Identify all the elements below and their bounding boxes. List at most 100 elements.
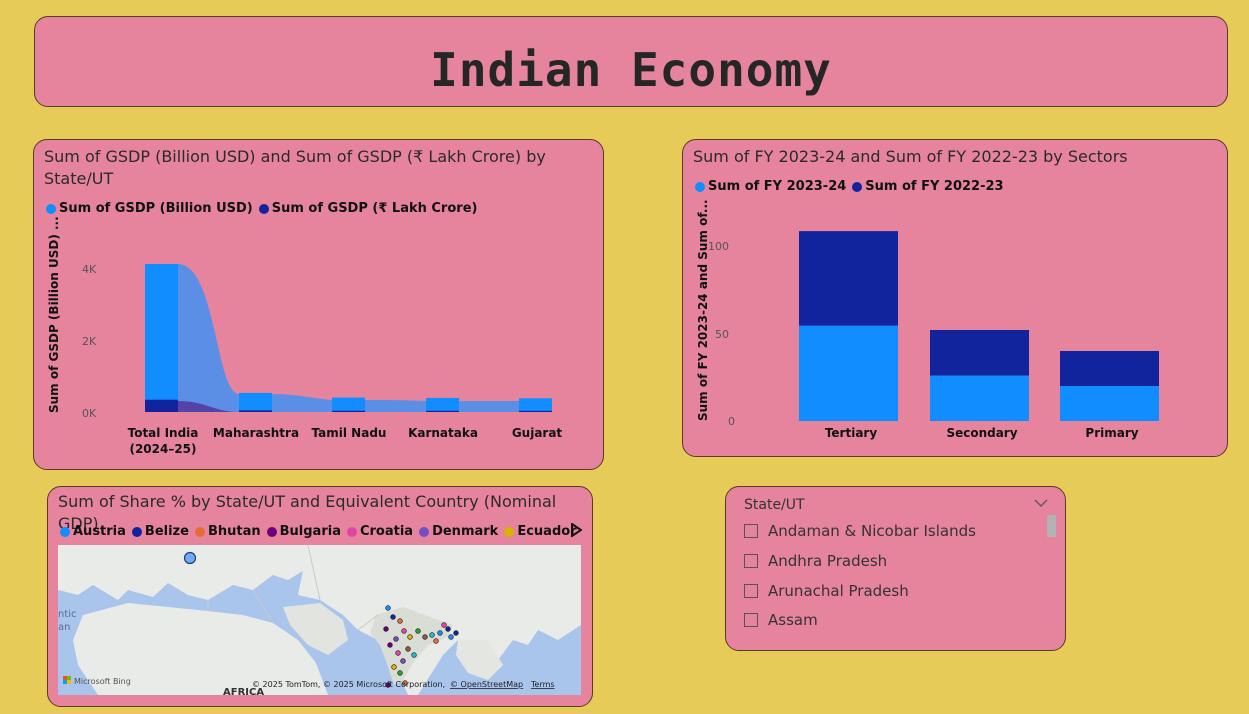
slicer-item[interactable]: Andaman & Nicobar Islands (744, 522, 976, 540)
bing-logo-icon (67, 676, 71, 680)
legend-item-fy2324[interactable]: Sum of FY 2023-24 (695, 179, 846, 194)
legend-item-bhutan[interactable]: Bhutan (194, 524, 261, 539)
legend-item-gsdp-usd[interactable]: Sum of GSDP (Billion USD) (46, 201, 253, 216)
gsdp-bar-inr[interactable] (239, 410, 272, 412)
map-bubble[interactable] (453, 630, 459, 636)
map-bubble[interactable] (383, 626, 389, 632)
legend-dot-icon (695, 181, 705, 192)
sector-chart-title: Sum of FY 2023-24 and Sum of FY 2022-23 … (693, 147, 1128, 166)
map-card[interactable]: Sum of Share % by State/UT and Equivalen… (47, 486, 593, 707)
sector-bar-fy2223[interactable] (799, 231, 898, 326)
bing-label: Microsoft Bing (74, 677, 131, 686)
map-legend: Austria Belize Bhutan Bulgaria Croatia Denmar… (60, 524, 583, 539)
map-bubble[interactable] (387, 642, 393, 648)
gsdp-category-label: Gujarat (512, 426, 563, 440)
map-area[interactable]: ntic an AFRICA Microsoft Bing © 2025 Tom… (58, 545, 581, 695)
state-slicer[interactable]: State/UT Andaman & Nicobar Islands Andhr… (725, 486, 1066, 651)
slicer-item[interactable]: Andhra Pradesh (744, 552, 887, 570)
legend-next-icon[interactable] (570, 523, 582, 537)
legend-item-fy2223[interactable]: Sum of FY 2022-23 (852, 179, 1004, 194)
openstreetmap-link[interactable]: © OpenStreetMap (450, 680, 523, 689)
sector-bar-fy2223[interactable] (1060, 351, 1159, 386)
ocean-label: ntic (58, 609, 77, 620)
gsdp-tick-4k: 4K (82, 263, 97, 276)
europe-landmass (58, 545, 313, 600)
map-bubble[interactable] (448, 634, 454, 640)
map-bubble[interactable] (395, 650, 401, 656)
map-bubble[interactable] (445, 626, 451, 632)
gsdp-category-label: Maharashtra (213, 426, 299, 440)
sector-category-label: Primary (1085, 426, 1138, 440)
slicer-scrollbar[interactable] (1047, 515, 1056, 537)
map-bubble[interactable] (183, 551, 197, 565)
map-bubble[interactable] (429, 632, 435, 638)
slicer-item[interactable]: Assam (744, 611, 818, 629)
checkbox[interactable] (744, 613, 758, 627)
checkbox[interactable] (744, 584, 758, 598)
checkbox[interactable] (744, 554, 758, 568)
gsdp-bar-usd[interactable] (426, 397, 459, 412)
sector-chart-card[interactable]: Sum of FY 2023-24 and Sum of FY 2022-23 … (682, 139, 1228, 457)
map-bubble[interactable] (422, 634, 428, 640)
page-title: Indian Economy (430, 43, 832, 97)
map-bubble[interactable] (415, 628, 421, 634)
map-bubble[interactable] (411, 652, 417, 658)
gsdp-bar-usd[interactable] (239, 392, 272, 412)
gsdp-bar-inr[interactable] (332, 410, 365, 412)
gsdp-bar-inr[interactable] (519, 410, 552, 412)
legend-item-ecuador[interactable]: Ecuador (504, 524, 577, 539)
map-bubble[interactable] (385, 605, 391, 611)
gsdp-bar-usd[interactable] (519, 398, 552, 412)
map-bubble[interactable] (391, 664, 397, 670)
legend-item-denmark[interactable]: Denmark (419, 524, 498, 539)
gsdp-bar-inr[interactable] (426, 410, 459, 412)
sector-bar-fy2324[interactable] (799, 325, 898, 421)
map-bubble[interactable] (437, 630, 443, 636)
gsdp-bar-usd[interactable] (332, 397, 365, 412)
gsdp-chart-card[interactable]: Sum of GSDP (Billion USD) and Sum of GSD… (33, 139, 604, 470)
map-bubble[interactable] (393, 636, 399, 642)
sector-category-label: Secondary (946, 426, 1017, 440)
sector-bar-fy2223[interactable] (930, 330, 1029, 376)
bing-logo-icon (67, 680, 71, 684)
slicer-item[interactable]: Arunachal Pradesh (744, 582, 909, 600)
gsdp-bar-inr[interactable] (145, 399, 178, 412)
map-bubble[interactable] (385, 682, 391, 688)
gsdp-tick-2k: 2K (82, 335, 97, 348)
legend-item-bulgaria[interactable]: Bulgaria (266, 524, 341, 539)
sector-tick-100: 100 (708, 240, 729, 253)
legend-item-croatia[interactable]: Croatia (346, 524, 413, 539)
chevron-down-icon[interactable] (1034, 499, 1048, 508)
gsdp-chart-title: Sum of GSDP (Billion USD) and Sum of GSD… (44, 147, 546, 188)
ocean-label: an (58, 622, 70, 633)
map-bubble[interactable] (390, 614, 396, 620)
sector-tick-50: 50 (715, 328, 729, 341)
gsdp-bar-usd[interactable] (145, 264, 178, 412)
terms-link[interactable]: Terms (530, 680, 555, 689)
map-bubble[interactable] (433, 638, 439, 644)
sector-bar-fy2324[interactable] (1060, 386, 1159, 421)
sector-bar-fy2324[interactable] (930, 375, 1029, 422)
map-bubble[interactable] (400, 658, 406, 664)
sector-tick-0: 0 (728, 415, 735, 428)
map-bubble[interactable] (441, 622, 447, 628)
map-bubble[interactable] (402, 680, 408, 686)
gsdp-ribbon-flow-dark (178, 401, 239, 412)
legend-item-gsdp-inr[interactable]: Sum of GSDP (₹ Lakh Crore) (258, 201, 477, 216)
checkbox[interactable] (744, 524, 758, 538)
legend-dot-icon (419, 526, 430, 537)
sector-chart-svg: Sum of FY 2023-24 and Sum of... 100 50 0… (696, 199, 1159, 440)
africa-landmass (73, 603, 328, 695)
map-bubble[interactable] (401, 628, 407, 634)
map-bubble[interactable] (407, 634, 413, 640)
map-bubble[interactable] (397, 618, 403, 624)
sector-category-label: Tertiary (825, 426, 878, 440)
legend-dot-icon (194, 526, 205, 537)
legend-dot-icon (60, 526, 70, 537)
legend-dot-icon (504, 526, 515, 537)
legend-item-austria[interactable]: Austria (60, 524, 126, 539)
map-bubble[interactable] (405, 646, 411, 652)
map-bubble[interactable] (397, 670, 403, 676)
gsdp-category-label: Karnataka (408, 426, 478, 440)
legend-item-belize[interactable]: Belize (131, 524, 189, 539)
